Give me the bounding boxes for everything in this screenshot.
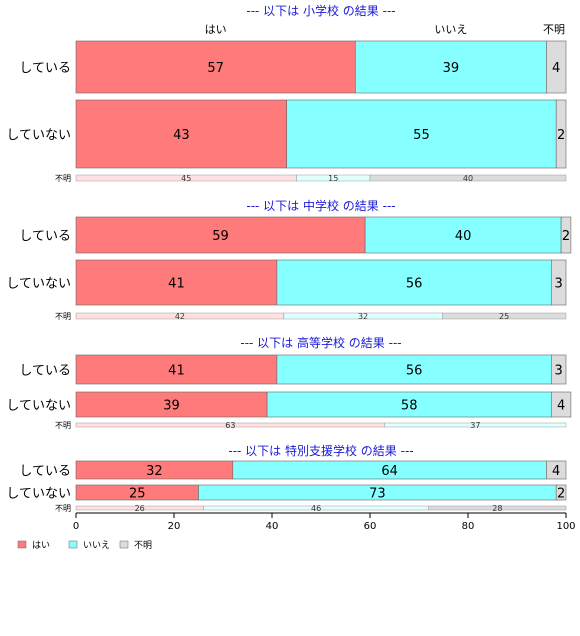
unknown-row-label: 不明 xyxy=(55,174,71,183)
bar-segment-yes xyxy=(75,99,287,169)
x-tick-label: 60 xyxy=(364,521,377,532)
bar-value-label: 41 xyxy=(168,277,185,292)
unknown-value-label: 15 xyxy=(328,174,338,183)
unknown-value-label: 40 xyxy=(463,174,473,183)
legend-swatch-no xyxy=(68,540,78,549)
row-label: していない xyxy=(6,487,71,502)
bar-value-label: 2 xyxy=(562,229,570,244)
bar-value-label: 4 xyxy=(557,399,565,414)
bar-segment-unknown xyxy=(550,354,567,385)
legend-label-unknown: 不明 xyxy=(134,540,152,551)
bar-segment-yes xyxy=(75,354,278,385)
unknown-value-label: 32 xyxy=(358,312,368,321)
bar-value-label: 58 xyxy=(401,399,418,414)
row-label: している xyxy=(19,364,71,379)
legend-label-yes: はい xyxy=(32,540,50,551)
unknown-value-label: 45 xyxy=(181,174,191,183)
bar-segment-yes xyxy=(75,391,268,418)
column-label-unknown: 不明 xyxy=(543,23,565,36)
bar-segment-yes xyxy=(75,40,356,94)
unknown-row-label: 不明 xyxy=(55,421,71,430)
row-label: していない xyxy=(6,399,71,414)
unknown-value-label: 42 xyxy=(175,312,185,321)
bar-value-label: 25 xyxy=(129,487,146,502)
unknown-row-label: 不明 xyxy=(55,504,71,513)
unknown-value-label: 26 xyxy=(135,504,145,513)
bar-value-label: 2 xyxy=(557,487,565,502)
bar-value-label: 73 xyxy=(369,487,386,502)
legend-swatch-yes xyxy=(17,540,27,549)
bar-segment-no xyxy=(286,99,557,169)
row-label: していない xyxy=(6,277,71,292)
unknown-value-label: 46 xyxy=(311,504,321,513)
bar-value-label: 3 xyxy=(555,277,563,292)
unknown-value-label: 25 xyxy=(499,312,509,321)
bar-value-label: 57 xyxy=(207,61,224,76)
bar-value-label: 56 xyxy=(406,364,423,379)
legend-label-no: いいえ xyxy=(83,540,110,551)
column-label-yes: はい xyxy=(205,23,227,36)
bar-segment-no xyxy=(276,259,552,306)
x-tick-label: 0 xyxy=(73,521,79,532)
bar-segment-unknown xyxy=(546,40,567,94)
legend-swatch-unknown xyxy=(119,540,129,549)
panel-title: --- 以下は 高等学校 の結果 --- xyxy=(240,335,401,350)
bar-segment-no xyxy=(266,391,552,418)
column-label-no: いいえ xyxy=(434,23,467,36)
bar-value-label: 56 xyxy=(406,277,423,292)
bar-value-label: 55 xyxy=(413,128,430,143)
unknown-value-label: 28 xyxy=(492,504,502,513)
bar-value-label: 43 xyxy=(173,128,190,143)
row-label: している xyxy=(19,61,71,76)
bar-segment-no xyxy=(354,40,547,94)
unknown-segment-unknown xyxy=(442,312,567,320)
bar-segment-unknown xyxy=(550,391,572,418)
bar-value-label: 41 xyxy=(168,364,185,379)
unknown-row-label: 不明 xyxy=(55,312,71,321)
unknown-value-label: 63 xyxy=(225,421,235,430)
bar-value-label: 4 xyxy=(552,464,560,479)
bar-segment-no xyxy=(276,354,552,385)
bar-segment-yes xyxy=(75,259,278,306)
bar-value-label: 2 xyxy=(557,128,565,143)
bar-value-label: 32 xyxy=(146,464,163,479)
bar-value-label: 40 xyxy=(455,229,472,244)
row-label: している xyxy=(19,229,71,244)
bar-segment-unknown xyxy=(555,484,567,501)
bar-segment-unknown xyxy=(555,99,567,169)
bar-segment-unknown xyxy=(546,460,567,480)
x-tick-label: 100 xyxy=(556,521,575,532)
panel-title: --- 以下は 中学校 の結果 --- xyxy=(246,198,395,213)
panel-title: --- 以下は 小学校 の結果 --- xyxy=(246,3,395,18)
bar-value-label: 64 xyxy=(381,464,398,479)
bar-value-label: 59 xyxy=(212,229,229,244)
bar-value-label: 39 xyxy=(443,61,460,76)
row-label: していない xyxy=(6,128,71,143)
x-tick-label: 40 xyxy=(266,521,279,532)
bar-value-label: 3 xyxy=(555,364,563,379)
row-label: している xyxy=(19,464,71,479)
x-tick-label: 20 xyxy=(168,521,181,532)
unknown-value-label: 37 xyxy=(470,421,480,430)
unknown-segment-unknown xyxy=(428,505,567,511)
panel-title: --- 以下は 特別支援学校 の結果 --- xyxy=(228,443,413,458)
x-tick-label: 80 xyxy=(462,521,475,532)
bar-segment-unknown xyxy=(550,259,567,306)
bar-segment-no xyxy=(364,216,562,254)
bar-value-label: 4 xyxy=(552,61,560,76)
bar-value-label: 39 xyxy=(163,399,180,414)
unknown-segment-no xyxy=(384,422,567,428)
unknown-segment-unknown xyxy=(369,174,567,182)
bar-segment-unknown xyxy=(560,216,572,254)
